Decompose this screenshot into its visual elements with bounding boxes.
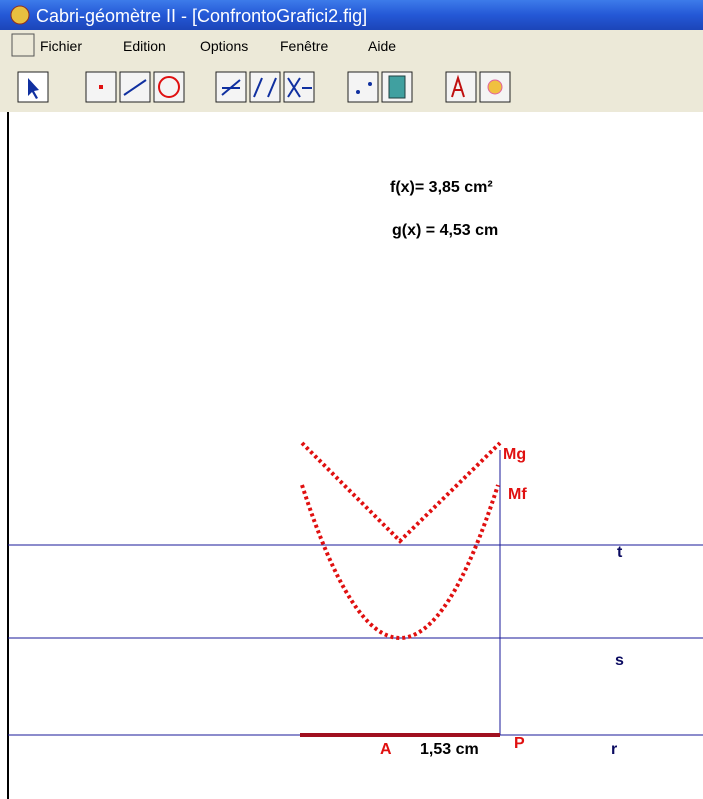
line-label: s [615, 652, 624, 669]
line-label: t [617, 544, 623, 561]
tool-icon [158, 76, 180, 98]
drawing-canvas [0, 112, 703, 799]
menu-item[interactable]: Edition [123, 38, 166, 54]
segment-length: 1,53 cm [420, 741, 479, 758]
line-label: r [611, 741, 617, 758]
app-icon [10, 5, 30, 25]
tool-icon [99, 85, 103, 89]
window-title: Cabri-géomètre II - [ConfrontoGrafici2.f… [36, 6, 367, 26]
tool-button[interactable] [249, 71, 281, 103]
point-label: A [380, 741, 392, 758]
point-label: Mg [503, 446, 526, 463]
menu-item[interactable]: Fichier [40, 38, 82, 54]
tool-icon [356, 90, 360, 94]
tool-icon [451, 74, 465, 98]
title-bar [0, 0, 703, 30]
doc-icon [11, 33, 35, 57]
tool-icon [123, 79, 147, 96]
menu-bar [0, 30, 703, 60]
menu-item[interactable]: Fenêtre [280, 38, 328, 54]
menu-item[interactable]: Options [200, 38, 248, 54]
tool-icon [388, 75, 406, 99]
tool-icon [487, 79, 503, 95]
point-label: P [514, 735, 525, 752]
measure-g: g(x) = 4,53 cm [392, 222, 498, 239]
menu-item[interactable]: Aide [368, 38, 396, 54]
tool-icon [253, 77, 277, 98]
tool-icon [28, 78, 39, 99]
tool-group [17, 71, 511, 103]
measure-f: f(x)= 3,85 cm² [390, 179, 493, 196]
tool-button[interactable] [347, 71, 379, 103]
locus-g [300, 441, 502, 544]
tool-button[interactable] [17, 71, 49, 103]
tool-icon [221, 79, 241, 96]
point-label: Mf [508, 486, 527, 503]
locus-f [300, 484, 500, 640]
tool-icon [287, 77, 312, 98]
tool-icon [368, 82, 372, 86]
